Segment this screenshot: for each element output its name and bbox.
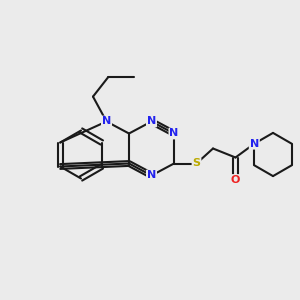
Text: N: N bbox=[147, 170, 156, 181]
Text: N: N bbox=[169, 128, 178, 139]
Text: N: N bbox=[147, 116, 156, 127]
Text: N: N bbox=[102, 116, 111, 127]
Text: N: N bbox=[250, 139, 259, 149]
Text: S: S bbox=[193, 158, 200, 169]
Text: O: O bbox=[231, 175, 240, 185]
